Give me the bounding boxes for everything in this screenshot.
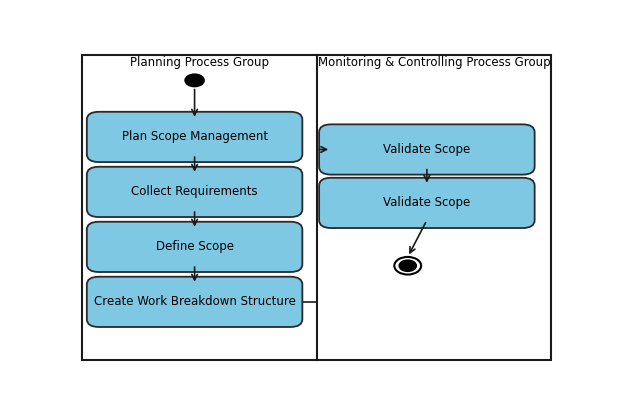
Text: Collect Requirements: Collect Requirements	[131, 185, 258, 198]
FancyBboxPatch shape	[319, 178, 535, 228]
Circle shape	[185, 74, 204, 86]
FancyBboxPatch shape	[87, 167, 302, 217]
Circle shape	[399, 260, 417, 271]
FancyBboxPatch shape	[82, 55, 551, 360]
Text: Validate Scope: Validate Scope	[383, 196, 470, 209]
FancyBboxPatch shape	[87, 277, 302, 327]
Text: Plan Scope Management: Plan Scope Management	[122, 131, 268, 144]
Text: Monitoring & Controlling Process Group: Monitoring & Controlling Process Group	[318, 55, 551, 69]
Text: Create Work Breakdown Structure: Create Work Breakdown Structure	[94, 295, 295, 308]
FancyBboxPatch shape	[319, 124, 535, 175]
Text: Define Scope: Define Scope	[156, 240, 234, 253]
Text: Planning Process Group: Planning Process Group	[130, 55, 269, 69]
FancyBboxPatch shape	[87, 112, 302, 162]
Text: Validate Scope: Validate Scope	[383, 143, 470, 156]
FancyBboxPatch shape	[87, 222, 302, 272]
Circle shape	[394, 257, 421, 275]
